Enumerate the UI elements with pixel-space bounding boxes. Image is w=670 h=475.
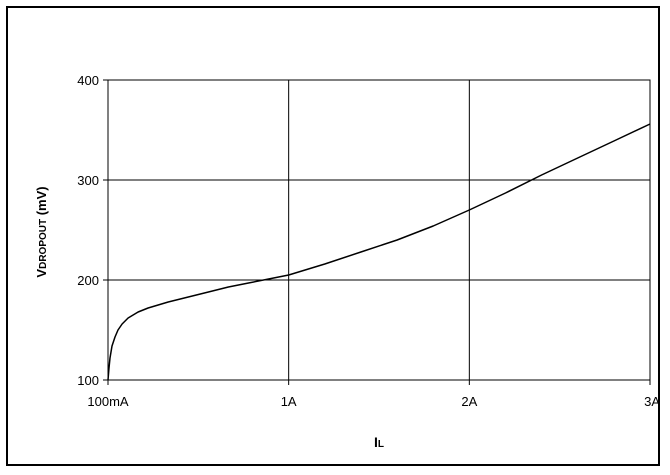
series-layer: [107, 123, 651, 381]
x-tick-label: 2A: [461, 394, 477, 409]
y-tick-label: 100: [77, 373, 99, 388]
grid-lines: [108, 80, 650, 380]
y-axis-title-main: V: [34, 269, 49, 278]
x-tick-label: 100mA: [87, 394, 129, 409]
dropout-curve: [107, 123, 651, 381]
chart-frame: [6, 6, 660, 466]
y-axis-title-sub: DROPOUT: [38, 219, 49, 269]
x-axis-title-main: I: [374, 434, 378, 450]
x-tick-label: 3A: [644, 394, 660, 409]
x-axis-title-sub: L: [378, 439, 384, 450]
y-tick-label: 400: [77, 73, 99, 88]
y-tick-label: 300: [77, 173, 99, 188]
x-axis-title: IL: [374, 434, 384, 450]
x-tick-label: 1A: [281, 394, 297, 409]
tick-labels: 100 200 300 400 100mA 1A 2A 3A: [77, 73, 660, 409]
y-tick-label: 200: [77, 273, 99, 288]
tick-marks: [103, 79, 651, 385]
y-axis-title-unit: (mV): [34, 186, 49, 219]
y-axis-title: VDROPOUT (mV): [34, 186, 49, 277]
plot-area: [107, 79, 651, 381]
